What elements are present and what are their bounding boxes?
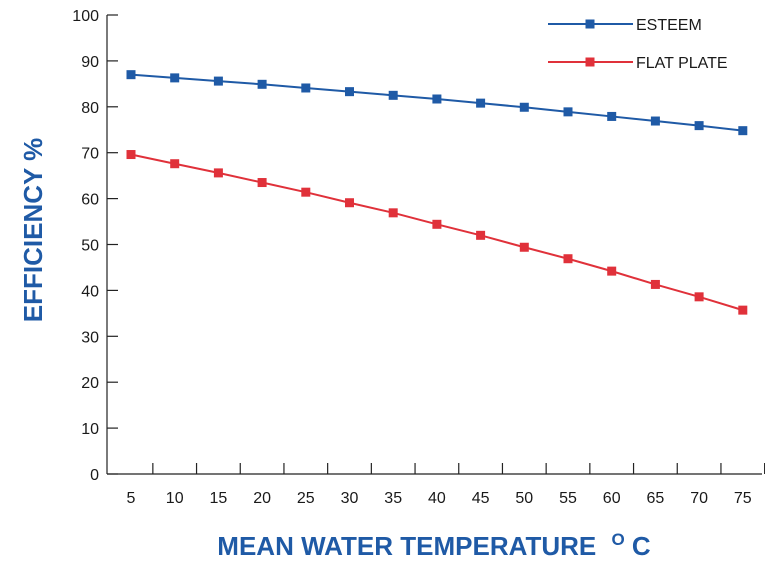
x-axis-ticks: 5 10 15 20 25 30 35 40 45 50 55 60 65 70 75 bbox=[127, 463, 765, 507]
x-tick-label: 15 bbox=[210, 490, 228, 507]
data-point-esteem bbox=[432, 94, 442, 104]
data-point-flat-plate bbox=[170, 159, 180, 169]
x-tick-label: 60 bbox=[603, 490, 621, 507]
data-point-flat-plate bbox=[257, 178, 267, 188]
legend-marker-flat-plate bbox=[585, 57, 595, 67]
x-axis-title-unit: C bbox=[632, 531, 651, 561]
data-point-flat-plate bbox=[519, 242, 529, 252]
x-tick-label: 75 bbox=[734, 490, 752, 507]
x-tick-label: 25 bbox=[297, 490, 315, 507]
x-axis-title-superscript: O bbox=[611, 530, 624, 549]
data-point-flat-plate bbox=[126, 150, 136, 160]
x-tick-label: 35 bbox=[384, 490, 402, 507]
y-tick-label: 10 bbox=[81, 421, 99, 438]
x-tick-label: 20 bbox=[253, 490, 271, 507]
data-point-esteem bbox=[694, 121, 704, 131]
legend-label-esteem: ESTEEM bbox=[636, 17, 702, 34]
data-point-flat-plate bbox=[345, 198, 354, 208]
x-axis-title: MEAN WATER TEMPERATURE O C bbox=[217, 521, 651, 561]
y-tick-label: 90 bbox=[81, 54, 99, 71]
legend-marker-esteem bbox=[585, 19, 595, 29]
y-axis-ticks: 0 10 20 30 40 50 60 70 80 90 100 bbox=[72, 8, 118, 484]
x-tick-label: 40 bbox=[428, 490, 446, 507]
x-tick-label: 65 bbox=[647, 490, 665, 507]
y-tick-label: 50 bbox=[81, 238, 99, 255]
data-point-esteem bbox=[563, 107, 573, 117]
data-point-flat-plate bbox=[738, 305, 748, 315]
x-tick-label: 10 bbox=[166, 490, 184, 507]
x-tick-label: 5 bbox=[127, 490, 136, 507]
data-point-esteem bbox=[607, 111, 617, 121]
y-tick-label: 80 bbox=[81, 100, 99, 117]
data-point-esteem bbox=[213, 76, 223, 86]
data-point-flat-plate bbox=[301, 187, 311, 197]
legend: ESTEEM FLAT PLATE bbox=[548, 17, 728, 72]
y-tick-label: 20 bbox=[81, 375, 99, 392]
data-point-flat-plate bbox=[213, 168, 223, 178]
y-tick-label: 70 bbox=[81, 146, 99, 163]
data-point-flat-plate bbox=[607, 266, 617, 276]
legend-label-flat-plate: FLAT PLATE bbox=[636, 55, 728, 72]
series-layer bbox=[126, 70, 748, 315]
data-point-esteem bbox=[345, 87, 354, 97]
y-tick-label: 100 bbox=[72, 8, 99, 25]
data-point-flat-plate bbox=[476, 230, 486, 240]
y-tick-label: 30 bbox=[81, 329, 99, 346]
y-tick-label: 0 bbox=[90, 467, 99, 484]
y-axis-title: EFFICIENCY % bbox=[18, 138, 48, 322]
data-point-esteem bbox=[476, 98, 486, 108]
data-point-esteem bbox=[388, 90, 398, 100]
data-point-esteem bbox=[170, 73, 180, 83]
data-point-flat-plate bbox=[694, 292, 704, 302]
data-point-flat-plate bbox=[388, 208, 398, 218]
y-tick-label: 60 bbox=[81, 192, 99, 209]
x-tick-label: 45 bbox=[472, 490, 490, 507]
data-point-esteem bbox=[650, 116, 660, 126]
data-point-flat-plate bbox=[563, 254, 573, 264]
x-axis-title-text: MEAN WATER TEMPERATURE bbox=[217, 531, 596, 561]
data-point-esteem bbox=[257, 79, 267, 89]
data-point-esteem bbox=[519, 102, 529, 112]
axes bbox=[106, 15, 762, 475]
x-tick-label: 50 bbox=[515, 490, 533, 507]
data-point-esteem bbox=[738, 126, 748, 136]
y-tick-label: 40 bbox=[81, 283, 99, 300]
data-point-flat-plate bbox=[650, 279, 660, 289]
x-tick-label: 30 bbox=[341, 490, 359, 507]
data-point-flat-plate bbox=[432, 219, 442, 229]
data-point-esteem bbox=[126, 70, 136, 80]
x-tick-label: 55 bbox=[559, 490, 577, 507]
data-point-esteem bbox=[301, 83, 311, 93]
x-tick-label: 70 bbox=[690, 490, 708, 507]
